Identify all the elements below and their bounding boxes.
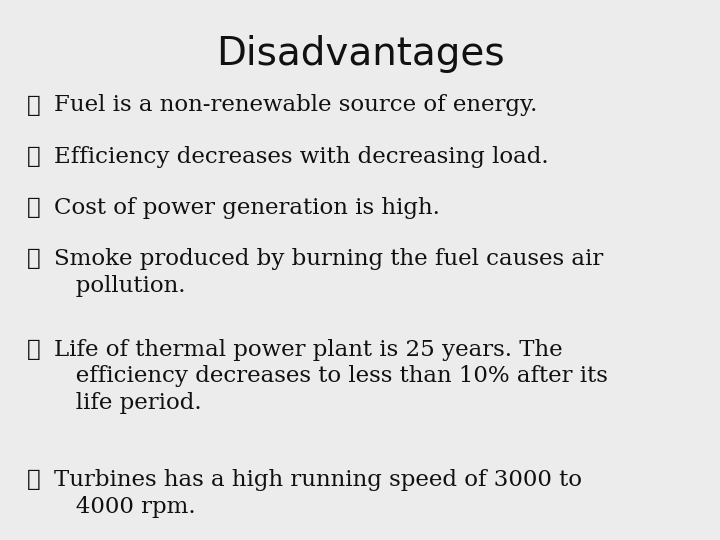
Text: ✓: ✓ bbox=[27, 94, 41, 117]
Text: ✓: ✓ bbox=[27, 339, 41, 361]
Text: Efficiency decreases with decreasing load.: Efficiency decreases with decreasing loa… bbox=[54, 146, 549, 168]
Text: Turbines has a high running speed of 3000 to
   4000 rpm.: Turbines has a high running speed of 300… bbox=[54, 469, 582, 517]
Text: ✓: ✓ bbox=[27, 146, 41, 168]
Text: Fuel is a non-renewable source of energy.: Fuel is a non-renewable source of energy… bbox=[54, 94, 537, 117]
Text: Disadvantages: Disadvantages bbox=[216, 35, 504, 73]
Text: ✓: ✓ bbox=[27, 197, 41, 219]
Text: Cost of power generation is high.: Cost of power generation is high. bbox=[54, 197, 440, 219]
Text: Life of thermal power plant is 25 years. The
   efficiency decreases to less tha: Life of thermal power plant is 25 years.… bbox=[54, 339, 608, 414]
Text: Smoke produced by burning the fuel causes air
   pollution.: Smoke produced by burning the fuel cause… bbox=[54, 248, 603, 296]
Text: ✓: ✓ bbox=[27, 469, 41, 491]
Text: ✓: ✓ bbox=[27, 248, 41, 271]
